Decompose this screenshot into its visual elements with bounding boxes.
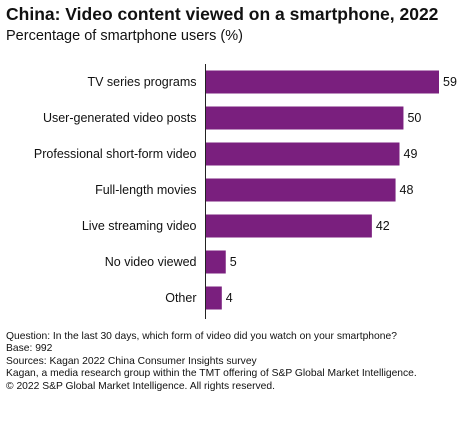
footnotes: Question: In the last 30 days, which for… [6, 331, 461, 393]
footnote-kagan: Kagan, a media research group within the… [6, 368, 417, 380]
data-label: 5 [230, 255, 237, 269]
data-label: 50 [407, 111, 421, 125]
data-label: 4 [226, 291, 233, 305]
chart-title: China: Video content viewed on a smartph… [6, 4, 439, 24]
category-label: Professional short-form video [34, 147, 197, 161]
footnote-sources: Sources: Kagan 2022 China Consumer Insig… [6, 355, 257, 367]
footnote-question: Question: In the last 30 days, which for… [6, 331, 397, 342]
bar [206, 286, 222, 310]
category-label: TV series programs [87, 75, 196, 89]
bar [206, 250, 226, 274]
chart-subtitle: Percentage of smartphone users (%) [6, 28, 243, 44]
footnote-base: Base: 992 [6, 343, 53, 355]
bar [206, 142, 400, 166]
category-label: Full-length movies [95, 183, 196, 197]
footnote-copyright: © 2022 S&P Global Market Intelligence. A… [6, 380, 275, 392]
data-label: 49 [404, 147, 418, 161]
bar [206, 214, 372, 238]
category-label: No video viewed [105, 255, 197, 269]
bar [206, 70, 439, 94]
bar-chart: TV series programs 59 User-generated video… [34, 64, 457, 319]
bar [206, 106, 404, 130]
data-label: 59 [443, 75, 457, 89]
category-label: User-generated video posts [43, 111, 197, 125]
category-label: Other [165, 291, 196, 305]
data-label: 42 [376, 219, 390, 233]
category-label: Live streaming video [82, 219, 197, 233]
bar [206, 178, 396, 202]
data-label: 48 [400, 183, 414, 197]
